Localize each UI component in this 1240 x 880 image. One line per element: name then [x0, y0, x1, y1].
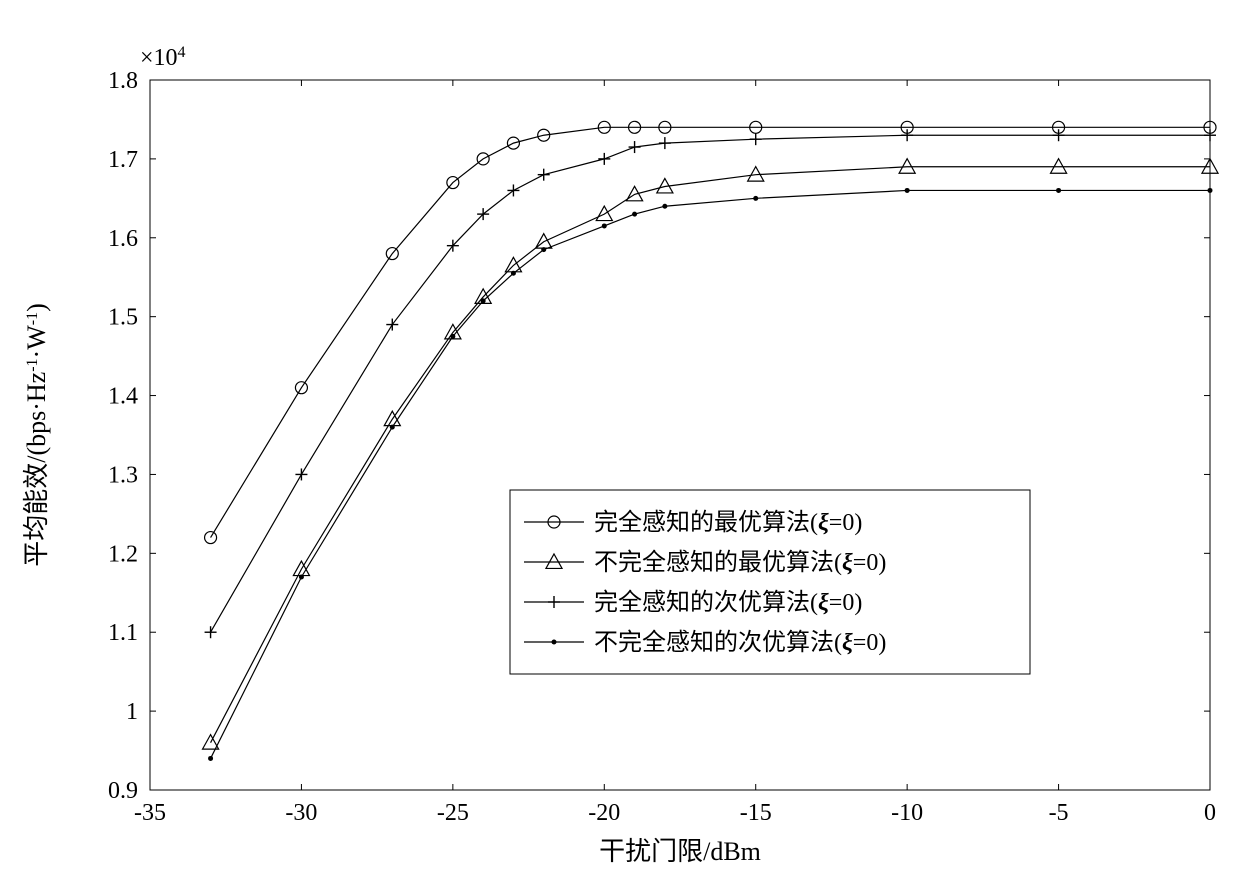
marker-dot-icon	[541, 247, 546, 252]
marker-dot-icon	[208, 756, 213, 761]
legend-label: 不完全感知的最优算法(ξ=0)	[594, 549, 886, 576]
y-tick-label: 1	[126, 699, 138, 725]
x-tick-label: 0	[1204, 800, 1216, 826]
plot-box	[150, 80, 1210, 790]
legend-label: 完全感知的次优算法(ξ=0)	[594, 589, 862, 616]
marker-dot-icon	[390, 425, 395, 430]
x-tick-label: -10	[891, 800, 923, 826]
y-tick-label: 1.5	[108, 305, 138, 331]
marker-dot-icon	[299, 575, 304, 580]
legend-label: 不完全感知的次优算法(ξ=0)	[594, 629, 886, 656]
marker-triangle-icon	[505, 257, 521, 271]
y-axis-label: 平均能效/(bps·Hz-1·W-1)	[22, 303, 51, 567]
x-axis-label: 干扰门限/dBm	[599, 837, 761, 866]
y-tick-label: 1.4	[108, 384, 138, 410]
marker-dot-icon	[1208, 188, 1213, 193]
marker-dot-icon	[481, 298, 486, 303]
y-exponent-label: ×104	[140, 44, 186, 72]
marker-dot-icon	[450, 334, 455, 339]
y-tick-label: 1.1	[108, 620, 138, 646]
marker-dot-icon	[662, 204, 667, 209]
marker-dot-icon	[753, 196, 758, 201]
marker-dot-icon	[602, 223, 607, 228]
y-tick-label: 1.3	[108, 462, 138, 488]
x-tick-label: -35	[134, 800, 166, 826]
y-tick-label: 0.9	[108, 778, 138, 804]
marker-dot-icon	[1056, 188, 1061, 193]
chart-container: -35 -30 -25 -20 -15 -10 -5 0 0.9 1 1.1 1.2 1.3 1.4 1.5…	[0, 0, 1240, 880]
series-line	[211, 167, 1210, 743]
series-line	[211, 190, 1210, 758]
x-tick-label: -20	[588, 800, 620, 826]
x-tick-label: -15	[740, 800, 772, 826]
marker-triangle-icon	[899, 159, 915, 173]
marker-dot-icon	[511, 271, 516, 276]
marker-dot-icon	[905, 188, 910, 193]
legend-label: 完全感知的最优算法(ξ=0)	[594, 509, 862, 536]
y-tick-label: 1.8	[108, 68, 138, 94]
y-tick-label: 1.2	[108, 541, 138, 567]
y-tick-label: 1.7	[108, 147, 138, 173]
x-tick-label: -25	[437, 800, 469, 826]
marker-dot-icon	[552, 640, 557, 645]
marker-triangle-icon	[596, 206, 612, 220]
marker-triangle-icon	[1051, 159, 1067, 173]
y-tick-label: 1.6	[108, 226, 138, 252]
marker-triangle-icon	[546, 554, 562, 568]
x-tick-label: -30	[285, 800, 317, 826]
x-tick-label: -5	[1049, 800, 1069, 826]
line-chart: -35 -30 -25 -20 -15 -10 -5 0 0.9 1 1.1 1.2 1.3 1.4 1.5…	[0, 0, 1240, 880]
marker-dot-icon	[632, 212, 637, 217]
